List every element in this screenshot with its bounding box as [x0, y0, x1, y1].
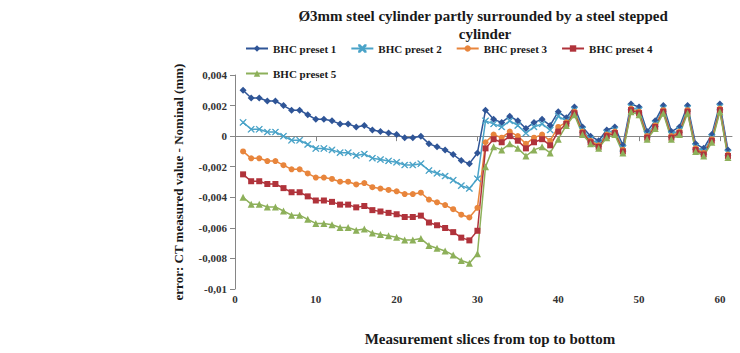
svg-text:Ø3mm steel cylinder partly sur: Ø3mm steel cylinder partly surrounded by… — [298, 8, 671, 24]
svg-text:BHC preset 1: BHC preset 1 — [273, 43, 336, 55]
svg-text:BHC preset 5: BHC preset 5 — [273, 68, 337, 80]
svg-text:50: 50 — [634, 293, 646, 305]
svg-text:-0,01: -0,01 — [204, 283, 227, 295]
svg-text:BHC preset 2: BHC preset 2 — [378, 43, 442, 55]
svg-text:-0,002: -0,002 — [199, 161, 228, 173]
svg-text:-0,006: -0,006 — [199, 222, 228, 234]
svg-text:cylinder: cylinder — [459, 26, 512, 42]
svg-text:-0,004: -0,004 — [199, 191, 228, 203]
svg-text:0,004: 0,004 — [202, 69, 227, 81]
svg-text:20: 20 — [391, 293, 403, 305]
svg-text:30: 30 — [472, 293, 484, 305]
svg-text:error: CT measured value - Nom: error: CT measured value - Nominal (mm) — [171, 64, 186, 301]
svg-text:10: 10 — [310, 293, 322, 305]
svg-text:60: 60 — [714, 293, 726, 305]
svg-text:0: 0 — [232, 293, 238, 305]
svg-text:-0,008: -0,008 — [199, 252, 228, 264]
svg-text:0: 0 — [222, 130, 228, 142]
svg-text:Measurement slices from top to: Measurement slices from top to bottom — [365, 331, 616, 347]
svg-text:BHC preset 3: BHC preset 3 — [484, 43, 548, 55]
svg-text:BHC preset 4: BHC preset 4 — [589, 43, 653, 55]
svg-text:40: 40 — [553, 293, 565, 305]
svg-text:0,002: 0,002 — [202, 100, 227, 112]
